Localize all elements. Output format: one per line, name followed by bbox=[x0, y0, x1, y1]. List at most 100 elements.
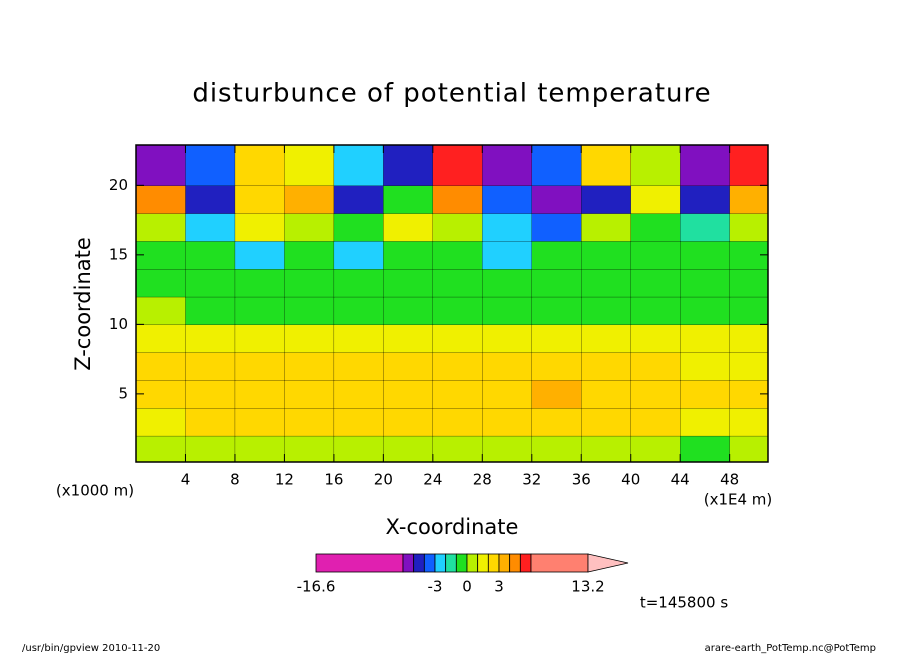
field-cell bbox=[630, 185, 681, 214]
field-cell bbox=[680, 379, 731, 409]
field bbox=[136, 145, 768, 462]
field-cell bbox=[482, 379, 533, 409]
field-cell bbox=[630, 324, 681, 353]
field-cell bbox=[136, 324, 187, 353]
field-cell bbox=[234, 435, 286, 462]
field-cell bbox=[680, 324, 731, 353]
x-tick-label: 48 bbox=[720, 471, 739, 489]
field-cell bbox=[531, 435, 582, 462]
field-cell bbox=[234, 324, 286, 353]
field-cell bbox=[284, 212, 335, 242]
field-cell bbox=[234, 268, 286, 298]
field-cell bbox=[284, 379, 335, 409]
x-tick-label: 16 bbox=[324, 471, 343, 489]
field-cell bbox=[333, 212, 385, 242]
field-cell bbox=[432, 240, 483, 270]
field-cell bbox=[333, 240, 385, 270]
colorbar-tick-label: -16.6 bbox=[297, 578, 336, 596]
field-cell bbox=[136, 185, 187, 214]
field-cell bbox=[531, 145, 582, 186]
field-cell bbox=[729, 212, 768, 242]
field-cell bbox=[284, 296, 335, 326]
field-cell bbox=[383, 407, 434, 437]
field-cell bbox=[531, 407, 582, 437]
x-tick-label: 8 bbox=[230, 471, 240, 489]
field-cell bbox=[531, 268, 582, 298]
field-cell bbox=[482, 296, 533, 326]
field-cell bbox=[482, 435, 533, 462]
field-cell bbox=[729, 435, 768, 462]
field-cell bbox=[680, 145, 731, 186]
field-cell bbox=[234, 145, 286, 186]
field-cell bbox=[333, 435, 385, 462]
field-cell bbox=[630, 407, 681, 437]
field-cell bbox=[729, 268, 768, 298]
colorbar-segment bbox=[519, 553, 532, 573]
colorbar-segment bbox=[402, 553, 415, 573]
field-cell bbox=[680, 212, 731, 242]
field-cell bbox=[185, 379, 236, 409]
x-unit: (x1000 m) bbox=[56, 482, 134, 500]
field-cell bbox=[729, 352, 768, 381]
field-cell bbox=[432, 324, 483, 353]
field-cell bbox=[482, 268, 533, 298]
y-axis-label: Z-coordinate bbox=[71, 237, 95, 371]
field-cell bbox=[432, 435, 483, 462]
field-cell bbox=[630, 435, 681, 462]
field-cell bbox=[383, 185, 434, 214]
field-cell bbox=[185, 240, 236, 270]
field-cell bbox=[581, 435, 632, 462]
field-cell bbox=[136, 407, 187, 437]
field-cell bbox=[284, 185, 335, 214]
field-cell bbox=[333, 185, 385, 214]
colorbar-segment bbox=[466, 553, 479, 573]
field-cell bbox=[432, 212, 483, 242]
x-tick-label: 24 bbox=[423, 471, 442, 489]
field-cell bbox=[234, 407, 286, 437]
footer-right: arare-earth_PotTemp.nc@PotTemp bbox=[705, 643, 876, 654]
field-cell bbox=[531, 379, 582, 409]
field-cell bbox=[680, 296, 731, 326]
field-cell bbox=[729, 324, 768, 353]
field-cell bbox=[185, 145, 236, 186]
field-cell bbox=[482, 407, 533, 437]
colorbar-segment bbox=[455, 553, 468, 573]
colorbar-extension bbox=[587, 553, 629, 573]
field-cell bbox=[284, 268, 335, 298]
field-cell bbox=[581, 185, 632, 214]
colorbar-tick-label: 13.2 bbox=[571, 578, 604, 596]
field-cell bbox=[284, 435, 335, 462]
chart-title: disturbunce of potential temperature bbox=[192, 79, 711, 109]
field-cell bbox=[333, 145, 385, 186]
field-cell bbox=[432, 268, 483, 298]
field-cell bbox=[581, 379, 632, 409]
colorbar-segment bbox=[423, 553, 436, 573]
field-cell bbox=[284, 240, 335, 270]
field-cell bbox=[234, 212, 286, 242]
field-cell bbox=[383, 145, 434, 186]
field-cell bbox=[185, 296, 236, 326]
field-cell bbox=[630, 352, 681, 381]
x-tick-label: 20 bbox=[374, 471, 393, 489]
field-cell bbox=[630, 379, 681, 409]
field-cell bbox=[284, 324, 335, 353]
field-cell bbox=[680, 268, 731, 298]
field-cell bbox=[482, 324, 533, 353]
colorbar-segment bbox=[315, 553, 404, 573]
footer-left: /usr/bin/gpview 2010-11-20 bbox=[22, 643, 160, 654]
field-cell bbox=[482, 240, 533, 270]
field-cell bbox=[185, 352, 236, 381]
field-cell bbox=[185, 324, 236, 353]
x-tick-label: 44 bbox=[671, 471, 690, 489]
field-cell bbox=[284, 407, 335, 437]
plot-frame bbox=[135, 144, 769, 463]
colorbar-tick-label: -3 bbox=[428, 578, 443, 596]
field-cell bbox=[680, 185, 731, 214]
field-cell bbox=[136, 268, 187, 298]
field-cell bbox=[333, 379, 385, 409]
field-cell bbox=[185, 435, 236, 462]
x-tick-label: 32 bbox=[522, 471, 541, 489]
field-cell bbox=[383, 268, 434, 298]
field-cell bbox=[729, 407, 768, 437]
field-cell bbox=[482, 145, 533, 186]
